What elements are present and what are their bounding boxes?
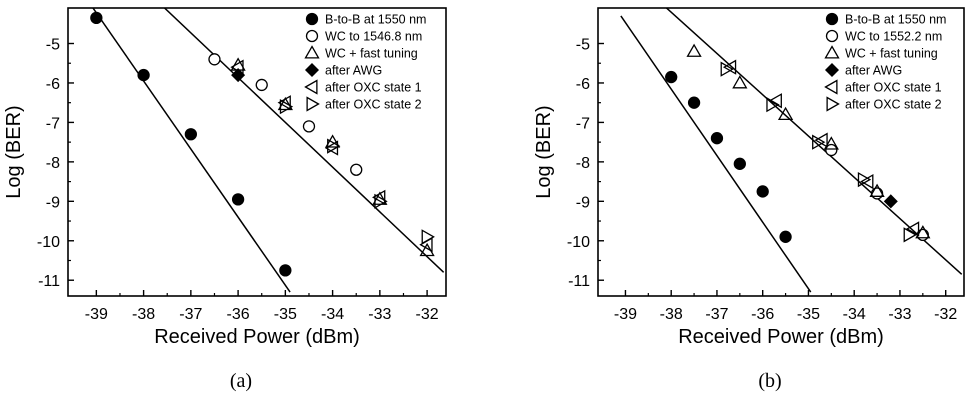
data-point-circle-filled [138, 70, 149, 81]
x-tick-label: -38 [660, 306, 683, 323]
data-point-circle-open [256, 79, 267, 90]
fit-line [621, 16, 811, 292]
legend-marker-diamond-filled [826, 64, 839, 77]
data-point-circle-filled [734, 158, 745, 169]
y-tick-label: -8 [576, 155, 590, 172]
y-axis-title: Log (BER) [533, 105, 555, 198]
data-point-circle-filled [757, 186, 768, 197]
x-axis-title: Received Power (dBm) [154, 326, 360, 348]
y-tick-label: -9 [46, 194, 60, 211]
legend-marker-diamond-filled [306, 64, 319, 77]
x-tick-label: -39 [614, 306, 637, 323]
legend-label: after AWG [325, 64, 382, 78]
data-point-circle-filled [689, 97, 700, 108]
legend-marker-triangle-up-open [826, 47, 839, 58]
data-point-circle-open [303, 121, 314, 132]
x-tick-label: -36 [227, 306, 250, 323]
legend-marker-triangle-left-open [826, 81, 837, 94]
y-tick-label: -7 [576, 115, 590, 132]
y-tick-label: -7 [46, 115, 60, 132]
data-point-circle-open [209, 54, 220, 65]
legend-marker-circle-filled [307, 14, 318, 25]
x-tick-label: -33 [368, 306, 391, 323]
legend-marker-triangle-up-open [306, 47, 319, 58]
y-tick-label: -5 [46, 37, 60, 54]
x-tick-label: -38 [132, 306, 155, 323]
x-tick-label: -39 [85, 306, 108, 323]
legend-label: after OXC state 1 [845, 81, 942, 95]
x-axis-title: Received Power (dBm) [678, 326, 884, 348]
y-tick-label: -10 [567, 234, 590, 251]
data-point-circle-open [872, 188, 883, 199]
data-point-circle-filled [711, 133, 722, 144]
legend-marker-circle-open [307, 31, 318, 42]
x-tick-label: -36 [751, 306, 774, 323]
legend-marker-triangle-right-open [827, 98, 838, 111]
data-point-circle-open [351, 164, 362, 175]
legend-label: after AWG [845, 64, 902, 78]
y-tick-label: -6 [576, 76, 590, 93]
y-tick-label: -9 [576, 194, 590, 211]
legend-label: after OXC state 2 [845, 98, 942, 112]
x-tick-label: -37 [705, 306, 728, 323]
y-tick-label: -11 [568, 273, 590, 290]
panel-caption: (a) [230, 370, 252, 392]
legend-label: WC + fast tuning [325, 47, 418, 61]
y-tick-label: -5 [576, 37, 590, 54]
y-tick-label: -6 [46, 76, 60, 93]
y-axis-title: Log (BER) [3, 105, 25, 198]
y-tick-label: -8 [46, 155, 60, 172]
panel-a: -39 -38 -37 -36 -35 -34 -33 -32 -5 -6 -7 -8 -9 -10 -11… [3, 6, 446, 392]
data-point-circle-filled [91, 12, 102, 23]
x-tick-label: -37 [179, 306, 202, 323]
x-tick-label: -32 [934, 306, 957, 323]
data-point-circle-filled [185, 129, 196, 140]
data-point-triangle-up-open [688, 45, 701, 56]
data-point-circle-filled [780, 231, 791, 242]
panel-b: -39 -38 -37 -36 -35 -34 -33 -32 -5 -6 -7 -8 -9 -10 -11… [533, 6, 964, 392]
panel-caption: (b) [758, 370, 781, 392]
data-point-circle-filled [280, 265, 291, 276]
legend-label: after OXC state 2 [325, 98, 422, 112]
legend-marker-triangle-right-open [307, 98, 318, 111]
data-point-triangle-up-open [779, 108, 792, 119]
y-tick-label: -10 [37, 234, 60, 251]
legend-marker-circle-open [827, 31, 838, 42]
x-tick-label: -35 [797, 306, 820, 323]
y-tick-label: -11 [38, 273, 60, 290]
legend-label: WC to 1546.8 nm [325, 30, 422, 44]
data-point-circle-filled [233, 194, 244, 205]
legend-label: after OXC state 1 [325, 81, 422, 95]
x-tick-label: -33 [888, 306, 911, 323]
legend-label: WC + fast tuning [845, 47, 938, 61]
data-point-circle-filled [666, 72, 677, 83]
x-tick-label: -32 [416, 306, 439, 323]
x-tick-label: -35 [274, 306, 297, 323]
x-tick-label: -34 [321, 306, 344, 323]
legend-marker-triangle-left-open [306, 81, 317, 94]
legend-label: WC to 1552.2 nm [845, 30, 942, 44]
legend-label: B-to-B at 1550 nm [845, 13, 946, 27]
fit-line [92, 6, 290, 292]
legend-marker-circle-filled [827, 14, 838, 25]
x-tick-label: -34 [843, 306, 866, 323]
legend-label: B-to-B at 1550 nm [325, 13, 426, 27]
